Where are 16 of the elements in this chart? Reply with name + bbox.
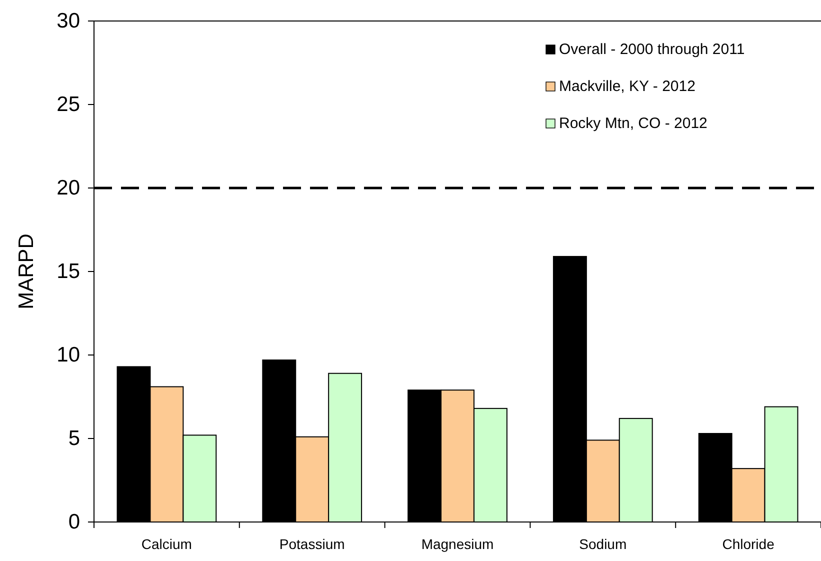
y-tick-label: 0 [68,510,80,534]
y-tick-label: 15 [56,260,80,284]
y-axis-title: MARPD [15,234,38,310]
x-tick-label: Calcium [141,536,192,552]
x-tick-label: Potassium [279,536,345,552]
y-tick-label: 10 [56,344,80,367]
y-tick-label: 30 [56,10,80,33]
x-tick-label: Sodium [579,536,627,552]
x-tick-label: Magnesium [421,536,494,552]
legend-label: Mackville, KY - 2012 [559,78,696,95]
y-tick-label: 20 [56,176,80,200]
x-tick-label: Chloride [722,536,775,552]
legend-label: Rocky Mtn, CO - 2012 [559,115,708,132]
y-tick-label: 25 [56,93,80,116]
y-tick-label: 5 [68,427,80,450]
legend-label: Overall - 2000 through 2011 [559,41,745,58]
